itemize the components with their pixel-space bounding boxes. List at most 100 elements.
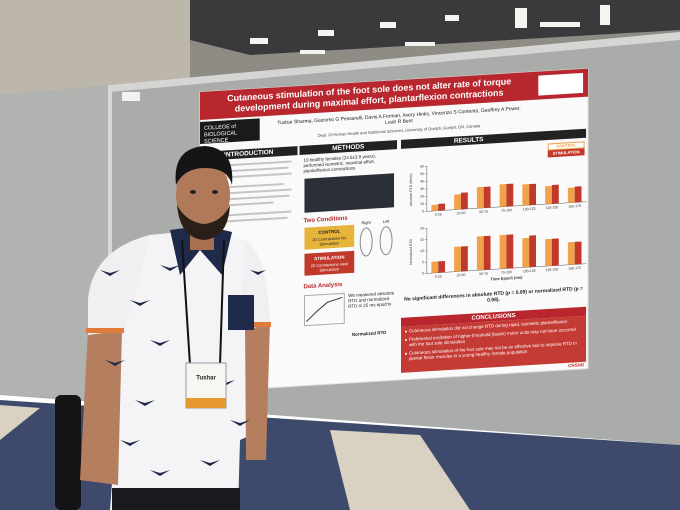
bar — [431, 261, 439, 274]
bar — [431, 204, 439, 212]
title-banner — [200, 68, 589, 120]
x-tick-label: 0-25 — [435, 212, 442, 216]
sub-heading: Two Conditions — [303, 216, 348, 225]
bullet-dot — [404, 338, 407, 341]
y-tick-label: 0 — [422, 271, 424, 275]
bar — [529, 183, 537, 206]
pocket — [228, 295, 254, 330]
bar — [545, 185, 552, 205]
logo-block — [200, 118, 260, 144]
bar — [476, 236, 484, 271]
bar — [545, 238, 552, 267]
bar — [506, 183, 514, 207]
y-tick-label: 10 — [420, 202, 424, 206]
bar — [483, 235, 491, 270]
conclusion-box — [400, 315, 587, 373]
bar — [476, 186, 484, 209]
bar — [460, 192, 468, 210]
x-tick-label: 75-100 — [501, 208, 512, 213]
section-heading: CONCLUSIONS — [471, 313, 515, 322]
beard — [177, 205, 230, 240]
bar — [438, 260, 446, 273]
bar — [574, 186, 582, 203]
y-tick-label: 50 — [420, 172, 424, 176]
funder-logo: NSERCCRSNG — [568, 357, 585, 368]
lanyard — [219, 239, 225, 366]
section-bar — [299, 140, 398, 155]
foot-label: Right — [362, 220, 372, 226]
arm — [245, 320, 270, 460]
shirt-pattern — [100, 265, 266, 476]
analysis-text: We measured absoluteRTD and normalizedRT… — [348, 290, 394, 309]
section-heading: METHODS — [332, 143, 365, 152]
x-axis-label: Time Epoch (ms) — [490, 275, 523, 282]
lanyard — [181, 239, 191, 366]
bar — [567, 187, 575, 203]
y-tick-label: 30 — [420, 187, 424, 191]
floor-stripe — [0, 405, 40, 440]
section-bar — [400, 306, 587, 327]
x-tick-label: 50-75 — [479, 210, 488, 215]
sleeve — [88, 235, 150, 335]
legend-swatch — [547, 148, 585, 158]
y-axis-label: Absolute RTD (Nm/s) — [409, 173, 413, 206]
y-tick-label: 0 — [422, 209, 424, 213]
eye — [212, 190, 218, 194]
bar — [454, 194, 461, 210]
bar — [499, 234, 507, 269]
person: Tushar — [80, 146, 271, 510]
x-tick-label: 125-150 — [546, 267, 559, 272]
x-tick-label: 0-25 — [435, 274, 442, 278]
foot-label: Left — [383, 219, 391, 224]
bar — [551, 238, 559, 266]
x-tick-label: 50-75 — [479, 272, 488, 277]
x-tick-label: 150-175 — [568, 266, 581, 271]
bar — [522, 184, 530, 206]
condition-name: STIMULATION — [314, 254, 344, 261]
ceiling-lights — [250, 5, 610, 54]
y-tick-label: 20 — [420, 226, 424, 230]
x-tick-label: 100-125 — [523, 269, 536, 274]
bar — [499, 184, 507, 207]
floor-stripe — [330, 430, 470, 510]
participants: 10 healthy females (24.5±3.9 years),perf… — [303, 154, 376, 174]
y-tick-label: 60 — [420, 164, 424, 168]
trousers — [112, 488, 240, 510]
control-box — [304, 224, 355, 250]
legend-swatch — [547, 141, 585, 151]
badge-name: Tushar — [196, 376, 216, 382]
sleeve-trim — [86, 328, 124, 333]
condition-detail: 20 Contractions NoStimulation — [312, 235, 347, 247]
bar — [506, 234, 514, 269]
bar — [460, 246, 468, 272]
ceiling-grid — [190, 0, 680, 55]
sub-heading: Data Analysis — [303, 282, 343, 290]
bar — [551, 184, 559, 204]
y-tick-label: 10 — [420, 249, 424, 253]
poster-tube — [55, 395, 81, 510]
bar — [567, 241, 575, 265]
stimulation-box — [304, 250, 355, 276]
sleeve-trim — [240, 322, 271, 327]
section-heading: RESULTS — [454, 136, 484, 145]
x-tick-label: 125-150 — [546, 205, 559, 210]
face — [176, 158, 230, 232]
bullet-dot — [404, 352, 407, 355]
hair — [175, 146, 233, 185]
y-tick-label: 20 — [420, 194, 424, 198]
booth-sign — [122, 92, 140, 101]
collar — [170, 228, 232, 275]
x-tick-label: 100-125 — [523, 207, 536, 212]
y-axis-label: Normalized RTD — [409, 238, 413, 264]
section-heading: INTRODUCTION — [224, 149, 274, 159]
condition-detail: 20 Contractions HeelStimulation — [311, 261, 348, 273]
analysis-curve — [306, 296, 343, 322]
eye — [190, 190, 196, 194]
bar — [522, 237, 530, 268]
panel-frame — [110, 32, 680, 92]
analysis-graph — [303, 292, 345, 327]
poster-logo — [538, 72, 584, 96]
y-tick-label: 5 — [422, 260, 424, 264]
